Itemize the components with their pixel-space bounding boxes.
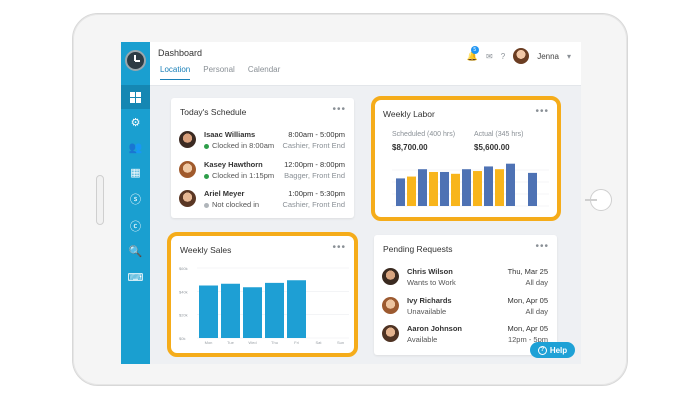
user-avatar[interactable]	[513, 48, 530, 64]
scheduled-label: Scheduled (400 hrs)	[392, 131, 456, 138]
labor-bar-scheduled	[396, 178, 405, 206]
labor-bar-scheduled	[484, 166, 493, 206]
more-options-icon[interactable]: •••	[332, 242, 346, 253]
labor-bar-actual	[451, 173, 460, 206]
notification-badge: 5	[470, 45, 479, 54]
y-tick-label: $40k	[179, 289, 188, 294]
top-icons: 🔔 5 ✉ ? Jenna ▾	[466, 45, 571, 64]
avatar	[179, 131, 196, 148]
avatar	[382, 297, 399, 314]
actual-value: $5,600.00	[474, 143, 510, 152]
labor-card: Weekly Labor ••• Scheduled (400 hrs) $8,…	[374, 100, 557, 217]
labor-bar-actual	[495, 169, 504, 206]
schedule-row[interactable]: Isaac Williams Clocked in 8:00am 8:00am …	[179, 128, 345, 156]
x-tick-label: Wed	[248, 340, 256, 345]
labor-bar-scheduled	[528, 172, 537, 206]
schedule-row[interactable]: Kasey Hawthorn Clocked in 1:15pm 12:00pm…	[179, 158, 345, 186]
card-title: Pending Requests	[383, 244, 453, 254]
request-row[interactable]: Aaron Johnson Available Mon, Apr 05 12pm…	[382, 322, 548, 350]
card-title: Today's Schedule	[180, 107, 247, 117]
sales-bar	[221, 283, 240, 338]
dashboard-grid-icon[interactable]	[121, 85, 150, 109]
labor-bar-actual	[473, 171, 482, 206]
sales-bar	[199, 285, 218, 338]
mail-icon[interactable]: ✉	[486, 51, 493, 61]
page-title: Dashboard	[158, 48, 203, 58]
scheduled-value: $8,700.00	[392, 143, 428, 152]
request-row[interactable]: Ivy Richards Unavailable Mon, Apr 05 All…	[382, 294, 548, 322]
gear-icon[interactable]: ⚙	[130, 115, 141, 129]
tablet-home-button	[585, 189, 612, 211]
currency-icon[interactable]: ⓒ	[130, 220, 141, 233]
labor-bar-scheduled	[418, 169, 427, 206]
avatar	[382, 325, 399, 342]
y-tick-label: $60k	[179, 266, 188, 271]
highlight-frame	[371, 96, 561, 221]
sales-bar	[287, 280, 306, 338]
x-tick-label: Mon	[205, 340, 213, 345]
chevron-down-icon[interactable]: ▾	[566, 51, 571, 61]
tab-calendar[interactable]: Calendar	[247, 65, 281, 74]
tab-personal[interactable]: Personal	[203, 65, 235, 74]
help-button[interactable]: ? Help	[530, 342, 575, 358]
logo-clock-icon[interactable]	[125, 50, 146, 71]
avatar	[382, 268, 399, 285]
app-screen: ⚙ 👥 ▦ ⓢ ⓒ 🔍 ⌨ Dashboard Location Persona…	[121, 42, 581, 364]
card-title: Weekly Labor	[383, 109, 435, 119]
labor-bar-scheduled	[440, 171, 449, 206]
avatar	[179, 190, 196, 207]
status-dot	[204, 202, 209, 208]
x-tick-label: Sat	[315, 340, 322, 345]
tab-bar: Location Personal Calendar	[160, 65, 280, 80]
dollar-icon[interactable]: ⓢ	[130, 193, 141, 206]
status-dot	[204, 173, 209, 179]
card-title: Weekly Sales	[180, 245, 232, 255]
tab-location[interactable]: Location	[160, 65, 191, 80]
y-tick-label: $20k	[179, 313, 188, 318]
sales-bar	[265, 282, 284, 338]
avatar	[179, 161, 196, 178]
keyboard-icon[interactable]: ⌨	[127, 270, 144, 284]
highlight-frame	[167, 232, 358, 357]
sales-card: Weekly Sales ••• $60k $40k $20k $0k Mon Tue We…	[171, 236, 354, 353]
labor-bar-actual	[407, 176, 416, 206]
actual-label: Actual (345 hrs)	[474, 131, 524, 138]
schedule-card: Today's Schedule ••• Isaac Williams Cloc…	[171, 98, 354, 218]
notification-icon[interactable]: 🔔 5	[466, 45, 479, 61]
more-options-icon[interactable]: •••	[535, 241, 549, 252]
tablet-side-button	[96, 175, 104, 225]
more-options-icon[interactable]: •••	[535, 106, 549, 117]
request-row[interactable]: Chris Wilson Wants to Work Thu, Mar 25 A…	[382, 265, 548, 293]
user-name[interactable]: Jenna	[537, 51, 559, 61]
x-tick-label: Tue	[227, 340, 235, 345]
y-tick-label: $0k	[179, 336, 185, 341]
schedule-row[interactable]: Ariel Meyer Not clocked in 1:00pm - 5:30…	[179, 187, 345, 215]
top-bar: Dashboard Location Personal Calendar 🔔 5 …	[150, 42, 581, 86]
more-options-icon[interactable]: •••	[332, 104, 346, 115]
sidebar: ⚙ 👥 ▦ ⓢ ⓒ 🔍 ⌨	[121, 42, 150, 364]
sales-bar	[243, 287, 262, 338]
question-icon: ?	[537, 345, 547, 355]
x-tick-label: Sun	[337, 340, 344, 345]
x-tick-label: Thu	[271, 340, 278, 345]
x-tick-label: Fri	[294, 340, 299, 345]
status-dot	[204, 143, 209, 149]
requests-card: Pending Requests ••• Chris Wilson Wants …	[374, 235, 557, 355]
labor-bar-actual	[429, 171, 438, 206]
labor-bar-scheduled	[506, 163, 515, 206]
labor-bar-scheduled	[462, 169, 471, 206]
search-icon[interactable]: 🔍	[128, 244, 143, 258]
sales-chart: $60k $40k $20k $0k Mon Tue Wed Thu Fri Sat Sun	[179, 266, 349, 345]
labor-chart	[392, 163, 549, 207]
calendar-icon[interactable]: ▦	[130, 165, 141, 179]
users-icon[interactable]: 👥	[128, 140, 143, 154]
help-circle-icon[interactable]: ?	[500, 51, 506, 61]
